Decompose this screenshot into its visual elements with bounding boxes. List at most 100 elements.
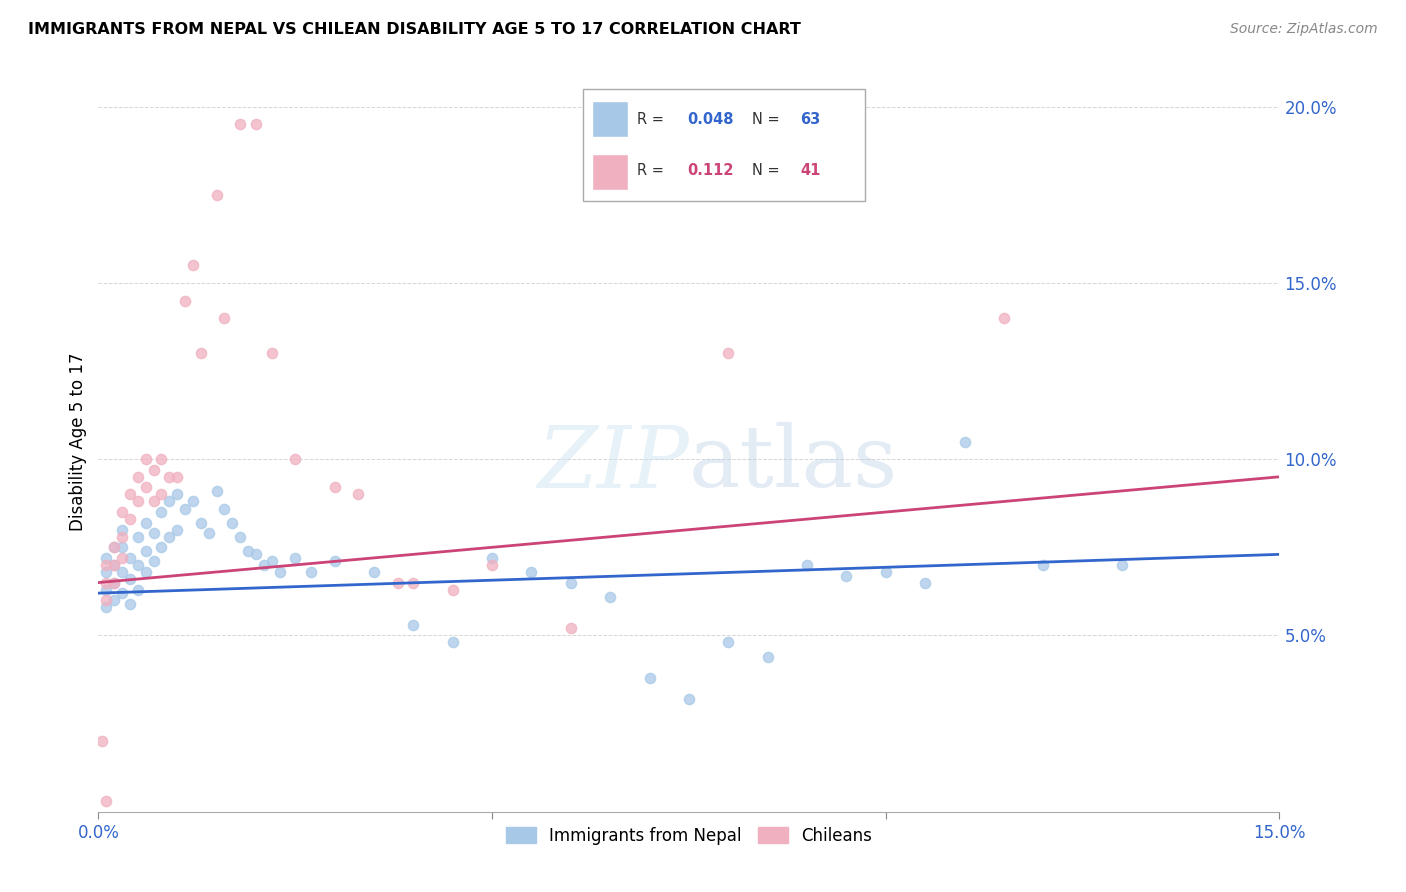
Point xyxy=(111,523,134,537)
Text: N =: N = xyxy=(752,112,785,127)
Point xyxy=(560,575,582,590)
Point xyxy=(245,547,267,561)
Point xyxy=(993,311,1015,326)
Point xyxy=(111,530,134,544)
Point xyxy=(174,501,197,516)
Point xyxy=(253,558,276,572)
Point xyxy=(717,346,740,360)
Point xyxy=(157,494,180,508)
Point xyxy=(402,618,425,632)
Point xyxy=(214,311,236,326)
Text: 41: 41 xyxy=(800,163,820,178)
Point xyxy=(96,582,118,597)
Point xyxy=(214,501,236,516)
Text: ZIP: ZIP xyxy=(537,423,689,505)
Point xyxy=(953,434,976,449)
Point xyxy=(205,187,228,202)
Text: 0.112: 0.112 xyxy=(688,163,734,178)
Point xyxy=(96,550,118,565)
Point xyxy=(190,346,212,360)
Point xyxy=(205,483,228,498)
Point xyxy=(166,470,188,484)
Point xyxy=(560,621,582,635)
Point xyxy=(717,635,740,649)
Bar xyxy=(592,153,628,189)
Point xyxy=(96,794,118,808)
Point xyxy=(103,593,125,607)
Point xyxy=(796,558,818,572)
Point xyxy=(91,734,114,748)
Point xyxy=(142,526,165,541)
Text: atlas: atlas xyxy=(689,422,898,506)
Point xyxy=(347,487,370,501)
Point xyxy=(111,505,134,519)
Legend: Immigrants from Nepal, Chileans: Immigrants from Nepal, Chileans xyxy=(499,820,879,852)
Point xyxy=(299,565,322,579)
Point xyxy=(245,117,267,131)
FancyBboxPatch shape xyxy=(583,89,865,201)
Point xyxy=(638,671,661,685)
Text: R =: R = xyxy=(637,163,673,178)
Point xyxy=(236,544,259,558)
Point xyxy=(150,452,173,467)
Point xyxy=(260,554,283,568)
Point xyxy=(481,550,503,565)
Point xyxy=(323,480,346,494)
Point xyxy=(127,530,149,544)
Point xyxy=(135,565,157,579)
Point xyxy=(127,558,149,572)
Y-axis label: Disability Age 5 to 17: Disability Age 5 to 17 xyxy=(69,352,87,531)
Point xyxy=(363,565,385,579)
Point xyxy=(914,575,936,590)
Text: R =: R = xyxy=(637,112,668,127)
Point xyxy=(157,530,180,544)
Point xyxy=(174,293,197,308)
Point xyxy=(96,558,118,572)
Point xyxy=(118,550,141,565)
Bar xyxy=(592,102,628,137)
Point xyxy=(284,550,307,565)
Point xyxy=(103,558,125,572)
Point xyxy=(481,558,503,572)
Point xyxy=(181,494,204,508)
Point xyxy=(229,530,252,544)
Text: Source: ZipAtlas.com: Source: ZipAtlas.com xyxy=(1230,22,1378,37)
Point xyxy=(1032,558,1054,572)
Point xyxy=(135,516,157,530)
Point xyxy=(96,593,118,607)
Point xyxy=(756,649,779,664)
Point xyxy=(678,692,700,706)
Point xyxy=(118,597,141,611)
Point xyxy=(150,505,173,519)
Point xyxy=(96,600,118,615)
Point xyxy=(103,558,125,572)
Point xyxy=(118,572,141,586)
Point xyxy=(127,470,149,484)
Point xyxy=(135,544,157,558)
Point xyxy=(181,258,204,272)
Point xyxy=(150,541,173,555)
Text: 0.048: 0.048 xyxy=(688,112,734,127)
Point xyxy=(1111,558,1133,572)
Point xyxy=(166,487,188,501)
Point xyxy=(142,494,165,508)
Point xyxy=(96,575,118,590)
Point xyxy=(197,526,219,541)
Point xyxy=(135,480,157,494)
Point xyxy=(441,635,464,649)
Text: IMMIGRANTS FROM NEPAL VS CHILEAN DISABILITY AGE 5 TO 17 CORRELATION CHART: IMMIGRANTS FROM NEPAL VS CHILEAN DISABIL… xyxy=(28,22,801,37)
Text: 63: 63 xyxy=(800,112,820,127)
Point xyxy=(260,346,283,360)
Point xyxy=(142,463,165,477)
Point xyxy=(103,575,125,590)
Point xyxy=(323,554,346,568)
Point xyxy=(221,516,243,530)
Point xyxy=(103,575,125,590)
Point xyxy=(150,487,173,501)
Text: N =: N = xyxy=(752,163,785,178)
Point xyxy=(127,494,149,508)
Point xyxy=(135,452,157,467)
Point xyxy=(402,575,425,590)
Point xyxy=(157,470,180,484)
Point xyxy=(229,117,252,131)
